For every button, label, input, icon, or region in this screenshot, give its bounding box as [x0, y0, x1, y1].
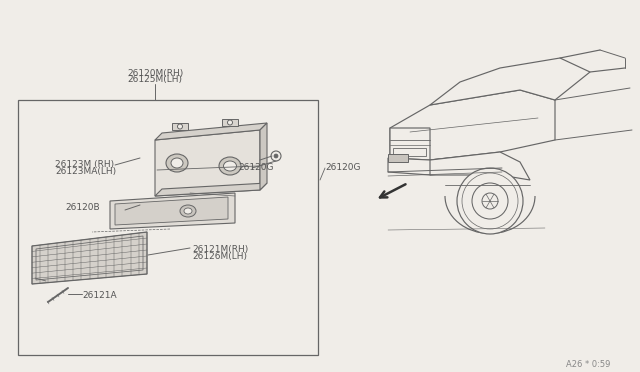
Circle shape	[271, 151, 281, 161]
Text: 26120B: 26120B	[65, 202, 100, 212]
Text: 26120G: 26120G	[238, 163, 273, 172]
Bar	[393, 148, 426, 156]
Polygon shape	[155, 130, 260, 196]
Ellipse shape	[223, 161, 237, 171]
Polygon shape	[32, 232, 147, 284]
Polygon shape	[110, 193, 235, 229]
Text: 26126M(LH): 26126M(LH)	[192, 252, 247, 261]
Polygon shape	[388, 153, 500, 175]
Text: A26 * 0:59: A26 * 0:59	[566, 360, 610, 369]
Polygon shape	[390, 128, 430, 160]
Circle shape	[482, 193, 498, 209]
Text: 26123MA(LH): 26123MA(LH)	[55, 167, 116, 176]
Circle shape	[457, 168, 523, 234]
Circle shape	[274, 154, 278, 158]
Text: 26121A: 26121A	[82, 291, 116, 300]
Ellipse shape	[180, 205, 196, 217]
Circle shape	[227, 120, 232, 125]
Polygon shape	[260, 123, 267, 190]
Bar	[222, 119, 238, 126]
Ellipse shape	[166, 154, 188, 172]
Text: 26121M(RH): 26121M(RH)	[192, 245, 248, 254]
Text: 26123M (RH): 26123M (RH)	[55, 160, 114, 169]
Text: 26125M(LH): 26125M(LH)	[127, 75, 182, 84]
Ellipse shape	[184, 208, 192, 214]
Bar	[172, 123, 188, 130]
Bar	[18, 100, 318, 355]
Polygon shape	[390, 90, 555, 160]
Ellipse shape	[219, 157, 241, 175]
Circle shape	[472, 183, 508, 219]
Text: 26120M(RH): 26120M(RH)	[127, 69, 183, 78]
Circle shape	[462, 173, 518, 229]
Text: 26120G: 26120G	[325, 163, 360, 172]
Circle shape	[177, 124, 182, 129]
Ellipse shape	[171, 158, 183, 168]
Polygon shape	[155, 183, 267, 196]
Polygon shape	[115, 197, 228, 225]
Polygon shape	[430, 152, 530, 180]
Polygon shape	[155, 123, 267, 140]
Polygon shape	[430, 58, 590, 105]
Bar	[388, 154, 408, 162]
